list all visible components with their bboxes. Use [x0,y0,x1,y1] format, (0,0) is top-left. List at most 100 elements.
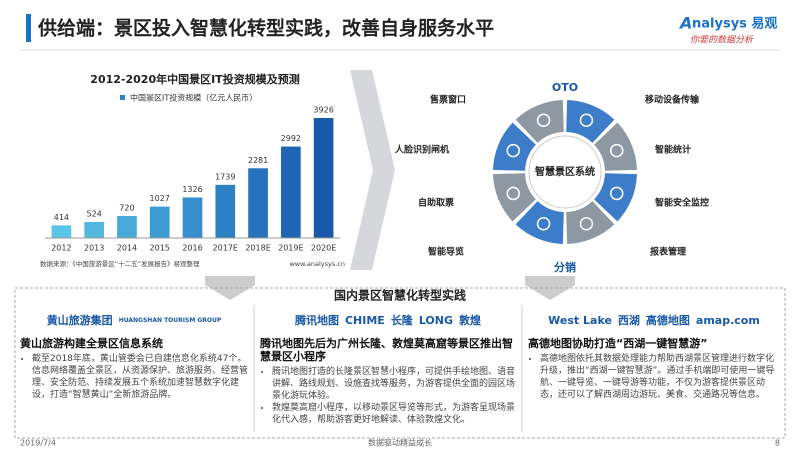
practice-box [14,287,786,439]
case-points: 高德地图依托其数据处理能力帮助西湖景区管理进行数字化升级，推出“西湖一键智慧游”… [528,353,780,401]
logo-text: 黄山旅游集团 [46,314,113,327]
logo-text: LONG [418,314,454,327]
segment-icon [579,216,594,231]
case-heading: 黄山旅游构建全景区信息系统 [20,337,163,350]
ring-segment [594,122,637,171]
center-disc [528,135,602,209]
logo-text: 西湖 [617,314,640,327]
feature-label: 售票窗口 [429,94,466,106]
x-tick-label: 2013 [84,244,104,253]
brand-initial: A [678,14,692,33]
feature-label: 报表管理 [650,246,686,258]
legend-label: 中国景区IT投资规模（亿元人民币） [130,93,257,103]
value-label: 524 [87,209,102,218]
chart-title: 2012-2020年中国景区IT投资规模及预测 [90,72,299,86]
logos: 黄山旅游集团 HUANGSHAN TOURISM GROUP [20,305,248,337]
bar [51,225,72,238]
page-number: 8 [775,439,780,448]
x-tick-label: 2016 [182,244,202,253]
x-tick-label: 2012 [51,244,71,253]
value-label: 2281 [248,156,268,165]
value-label: 1739 [215,172,235,181]
value-label: 1027 [150,194,170,203]
slide-title: 供给端：景区投入智慧化转型实践，改善自身服务水平 [37,17,494,40]
ring-segment [515,201,564,244]
arrow-right [350,70,395,270]
case-point: 敦煌莫高窟小程序，以移动景区导览等形式，为游客呈现场景化代入感，帮助游客更好地解… [272,402,516,426]
bar [215,184,236,238]
legend-swatch [120,95,125,100]
bar [182,197,203,238]
segment-icon [609,143,624,158]
title-bar [26,14,31,42]
case-heading: 腾讯地图先后为广州长隆、敦煌莫高窟等景区推出智慧景区小程序 [260,337,513,363]
slogan: 你要的数据分析 [690,35,754,46]
case-point: 截至2018年底，黄山管委会已自建信息化系统47个。信息网络覆盖全景区，从资源保… [32,353,248,401]
segment-icon [536,216,551,231]
bar [313,118,334,238]
x-tick-label: 2018E [245,244,270,253]
practice-title: 国内景区智慧化转型实践 [334,288,466,303]
bar [281,146,301,238]
x-tick-label: 2017E [213,244,238,253]
case: 腾讯地图 CHIME 长隆 LONG 敦煌腾讯地图先后为广州长隆、敦煌莫高窟等景区推出智… [260,305,516,433]
ring-segment [493,122,536,171]
bottom-label: 分销 [554,260,576,274]
footer-slogan: 数据驱动精益成长 [368,438,432,448]
feature-label: 智能统计 [655,144,691,156]
value-label: 1326 [182,185,202,194]
logos: West Lake 西湖 高德地图 amap.com [528,305,780,337]
x-tick-label: 2015 [150,244,170,253]
top-label: OTO [552,81,578,94]
case: West Lake 西湖 高德地图 amap.com 高德地图协助打造“西湖一键智慧游”… [528,305,780,433]
case-point: 高德地图依托其数据处理能力帮助西湖景区管理进行数字化升级，推出“西湖一键智慧游”… [540,353,780,401]
arrow-down [205,276,255,300]
center-label: 智慧景区系统 [535,165,595,178]
logo-text: West Lake [548,314,612,327]
logo-text: 长隆 [390,314,413,327]
source: 数据来源：《中国旅游景区“十二五”发展报告》易观整理 [40,259,200,268]
bar [149,206,170,238]
footer-date: 2019/7/4 [20,439,56,448]
bar [248,168,268,238]
logo-text: 高德地图 [645,314,690,327]
value-label: 414 [54,213,69,222]
case: 黄山旅游集团 HUANGSHAN TOURISM GROUP 黄山旅游构建全景区信息… [20,305,248,433]
logo-text: CHIME [344,314,385,327]
x-tick-label: 2019E [278,244,303,253]
segment-icon [536,113,551,128]
segment-icon [579,113,594,128]
ring-segment [566,100,615,143]
value-label: 3926 [313,106,333,115]
ring-segment [594,173,637,222]
feature-label: 移动设备传输 [645,94,700,106]
value-label: 720 [119,203,134,212]
bar [117,215,137,238]
x-tick-label: 2014 [117,244,137,253]
value-label: 2992 [281,134,301,143]
ring-segment [566,201,615,244]
logo-text: HUANGSHAN TOURISM GROUP [118,317,222,324]
case-heading: 高德地图协助打造“西湖一键智慧游” [528,337,708,350]
feature-label: 智能导览 [428,246,464,258]
logos: 腾讯地图 CHIME 长隆 LONG 敦煌 [260,305,516,337]
site: www.analysys.cn [289,260,345,268]
ring-segment [515,100,564,143]
case-points: 腾讯地图打造的长隆景区智慧小程序，可提供手绘地图、语音讲解、路线规划、设施查找等… [260,366,516,426]
ring-segment [493,173,536,222]
case-points: 截至2018年底，黄山管委会已自建信息化系统47个。信息网络覆盖全景区，从资源保… [20,353,248,401]
segment-icon [506,186,521,201]
segment-icon [609,186,624,201]
segment-icon [506,143,521,158]
feature-label: 智能安全监控 [655,197,709,209]
feature-label: 自助取票 [418,197,454,209]
brand: nalysys 易观 [692,17,777,32]
case-point: 腾讯地图打造的长隆景区智慧小程序，可提供手绘地图、语音讲解、路线规划、设施查找等… [272,366,516,402]
x-tick-label: 2020E [311,244,336,253]
logo-text: 敦煌 [459,314,482,327]
feature-label: 人脸识别闸机 [394,144,449,156]
logo-text: amap.com [695,314,760,327]
logo-text: 腾讯地图 [294,314,339,327]
